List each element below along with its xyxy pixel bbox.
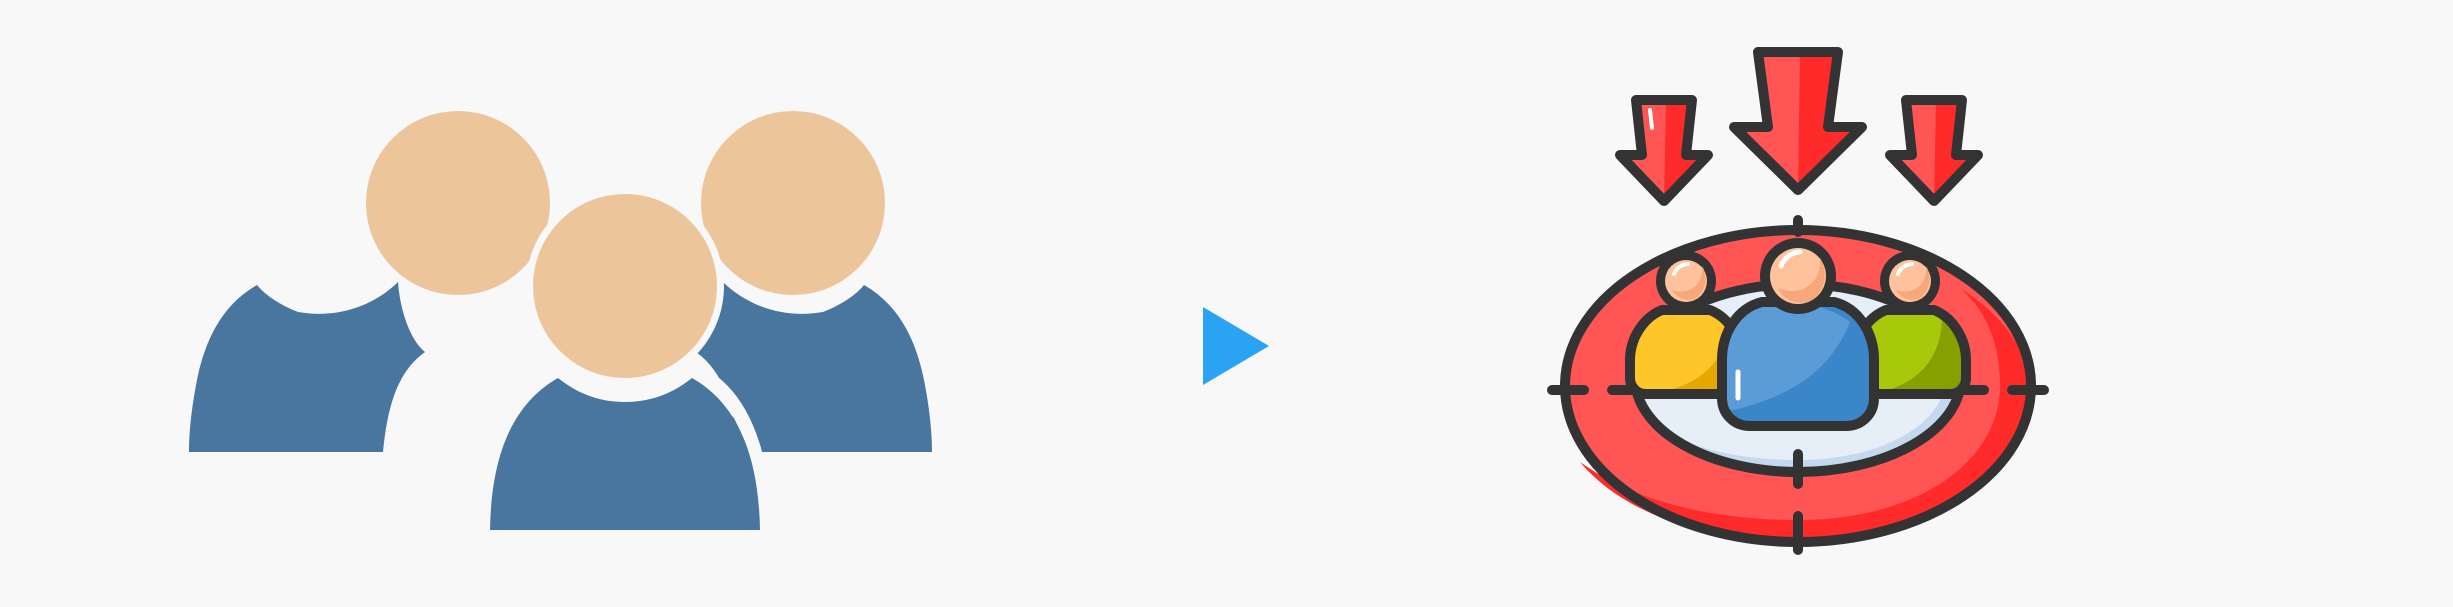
user-back-left <box>189 111 550 452</box>
user-front <box>490 194 760 530</box>
target-audience-icon <box>1547 47 2049 555</box>
user-back-right <box>696 111 932 452</box>
arrow-down-right <box>1885 95 1983 206</box>
crosshair-ticks <box>1547 215 2049 555</box>
person-center <box>1717 238 1879 431</box>
arrow-down-center <box>1729 47 1867 195</box>
arrow-down-left <box>1615 95 1713 206</box>
users-group-icon <box>189 111 932 530</box>
play-arrow-icon <box>1203 307 1269 385</box>
